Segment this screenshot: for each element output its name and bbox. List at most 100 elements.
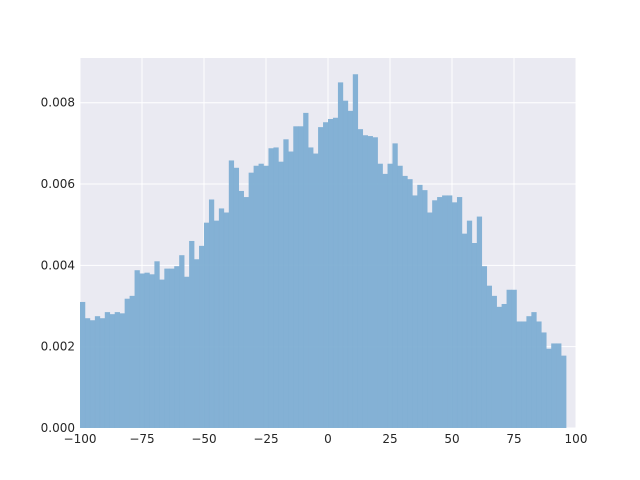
histogram-bar [129, 295, 135, 428]
histogram-bar [501, 303, 507, 428]
x-axis: −100 −75 −50 −25 0 25 50 75 100 [64, 432, 588, 446]
histogram-bar [481, 266, 488, 428]
histogram-bar [273, 147, 279, 428]
x-tick-label: 100 [565, 432, 588, 446]
histogram-bar [303, 112, 309, 428]
histogram-bar [491, 295, 497, 428]
histogram-bar [337, 82, 344, 429]
histogram-bar [99, 318, 106, 428]
histogram-bar [218, 208, 225, 428]
histogram-bars [80, 74, 567, 429]
histogram-bar [387, 163, 393, 428]
histogram-bar [422, 190, 428, 428]
histogram-bar [357, 129, 364, 428]
histogram-bar [139, 273, 145, 428]
histogram-bar [417, 184, 423, 428]
histogram-bar [427, 212, 433, 428]
histogram-bar [298, 126, 304, 429]
histogram-bar [318, 127, 324, 428]
histogram-bar [194, 259, 200, 428]
histogram-bar [204, 222, 210, 428]
x-tick-label: −25 [253, 432, 278, 446]
histogram-bar [228, 160, 235, 428]
histogram-bar [223, 212, 230, 428]
histogram-bar [437, 197, 443, 428]
y-tick-label: 0.006 [41, 177, 75, 191]
histogram-bar [208, 199, 215, 428]
histogram-bar [80, 301, 86, 428]
y-tick-label: 0.004 [41, 258, 75, 272]
histogram-bar [199, 245, 205, 428]
x-tick-label: 25 [382, 432, 397, 446]
histogram-bar [313, 153, 319, 429]
histogram-bar [159, 279, 165, 428]
y-tick-label: 0.002 [41, 340, 75, 354]
histogram-bar [283, 139, 289, 429]
histogram-bar [402, 175, 408, 428]
histogram-bar [442, 195, 448, 428]
histogram-bar [412, 195, 418, 428]
histogram-bar [392, 143, 398, 428]
histogram-bar [541, 332, 547, 428]
histogram-bar [179, 255, 185, 428]
histogram-bar [119, 313, 125, 428]
x-tick-label: 0 [324, 432, 332, 446]
histogram-bar [347, 110, 354, 428]
histogram-bar [114, 312, 120, 428]
histogram-bar [556, 343, 562, 428]
histogram-bar [561, 355, 567, 428]
histogram-bar [486, 285, 492, 428]
histogram-bar [536, 321, 542, 428]
histogram-bar [461, 233, 468, 428]
histogram-bar [293, 126, 299, 429]
histogram-bar [169, 268, 175, 428]
histogram-bar [328, 118, 334, 428]
x-tick-label: −75 [129, 432, 154, 446]
histogram-bar [268, 148, 274, 428]
histogram-bar [466, 220, 473, 428]
histogram-bar [511, 289, 517, 428]
histogram-bar [164, 268, 170, 428]
x-tick-label: 50 [444, 432, 459, 446]
histogram-bar [104, 312, 111, 428]
y-tick-label: 0.008 [41, 96, 75, 110]
histogram-bar [84, 318, 91, 428]
histogram-bar [238, 190, 244, 428]
histogram-bar [546, 348, 552, 428]
histogram-bar [506, 289, 512, 428]
histogram-bar [342, 100, 349, 428]
histogram-bar [382, 173, 388, 428]
histogram-bar [89, 320, 96, 428]
histogram-bar [174, 266, 180, 428]
y-tick-label: 0.000 [41, 421, 75, 435]
y-axis: 0.000 0.002 0.004 0.006 0.008 [41, 96, 75, 435]
histogram-bar [189, 240, 195, 428]
histogram-bar [432, 200, 438, 428]
histogram-bar [243, 197, 249, 428]
histogram-bar [516, 321, 522, 428]
x-tick-label: 75 [506, 432, 521, 446]
histogram-bar [94, 316, 101, 428]
histogram-bar [149, 274, 155, 428]
histogram-bar [278, 161, 284, 428]
histogram-bar [323, 122, 329, 428]
histogram-bar [476, 216, 483, 428]
histogram-bar [551, 343, 557, 428]
histogram-bar [134, 270, 140, 428]
histogram-bar [362, 135, 368, 428]
histogram-bar [367, 136, 373, 429]
histogram-bar [288, 151, 294, 428]
histogram-bar [263, 165, 269, 428]
histogram-bar [526, 316, 532, 428]
histogram-bar [452, 202, 458, 428]
x-tick-label: −100 [64, 432, 97, 446]
histogram-bar [456, 197, 463, 428]
histogram-bar [154, 261, 160, 428]
histogram-bar [521, 321, 527, 428]
histogram-bar [144, 272, 150, 428]
histogram-bar [233, 167, 240, 428]
histogram-bar [248, 172, 254, 428]
histogram-bar [447, 195, 453, 428]
histogram-bar [372, 137, 378, 429]
histogram-bar [397, 165, 403, 428]
